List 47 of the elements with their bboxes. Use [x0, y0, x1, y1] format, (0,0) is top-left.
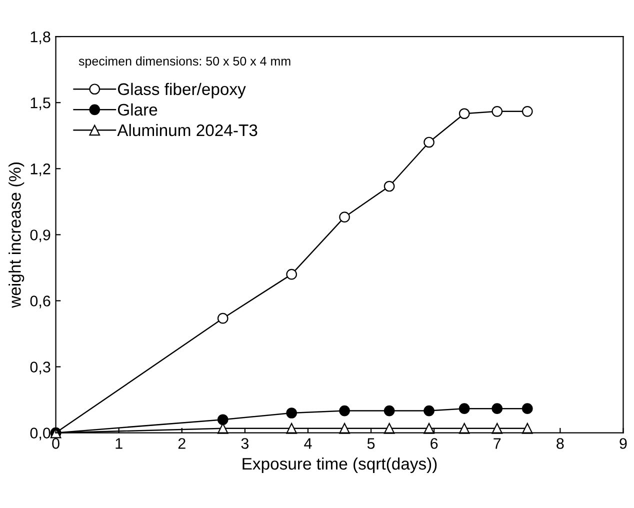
legend-label: Glass fiber/epoxy [118, 82, 246, 98]
point [339, 212, 350, 222]
point [522, 423, 533, 434]
point [458, 108, 470, 120]
point [458, 423, 470, 434]
point [339, 423, 350, 434]
y-tick-label: 1,8 [30, 31, 50, 44]
y-axis-title: weight increase (%) [8, 162, 24, 308]
x-tick-label: 9 [620, 438, 627, 449]
point [522, 106, 533, 117]
point [424, 136, 434, 148]
point [286, 423, 298, 434]
point [384, 405, 395, 416]
x-tick-label: 5 [367, 438, 375, 449]
y-tick-label: 0,0 [30, 428, 50, 440]
point [339, 405, 350, 416]
x-tick-label: 6 [430, 438, 438, 449]
point [492, 423, 503, 434]
legend-label: Aluminum 2024-T3 [117, 124, 258, 136]
annotation: specimen dimensions: 50 x 50 x 4 mm [78, 56, 290, 68]
legend-label: Glare [118, 103, 158, 116]
y-tick-label: 1,5 [30, 98, 50, 110]
point [286, 268, 298, 280]
point [458, 403, 470, 414]
y-tick-label: 0,6 [30, 296, 50, 308]
point [217, 423, 228, 434]
point [217, 414, 228, 426]
y-tick-label: 0,9 [30, 230, 50, 242]
point [217, 312, 228, 324]
point [424, 423, 434, 434]
x-tick-label: 7 [494, 438, 501, 449]
point [286, 408, 298, 418]
point [492, 106, 503, 117]
point [384, 180, 395, 192]
x-tick-label: 3 [241, 438, 249, 449]
y-tick-label: 0,3 [30, 362, 50, 374]
x-axis-title: Exposure time (sqrt(days)) [242, 457, 437, 474]
point [492, 403, 503, 414]
x-tick-label: 4 [304, 438, 312, 449]
x-tick-label: 0 [52, 438, 60, 449]
x-tick-label: 2 [178, 438, 186, 449]
point [522, 403, 533, 414]
point [424, 405, 434, 416]
y-tick-label: 1,2 [30, 164, 50, 176]
x-tick-label: 8 [556, 438, 564, 449]
x-tick-label: 1 [116, 438, 122, 449]
point [384, 423, 395, 434]
